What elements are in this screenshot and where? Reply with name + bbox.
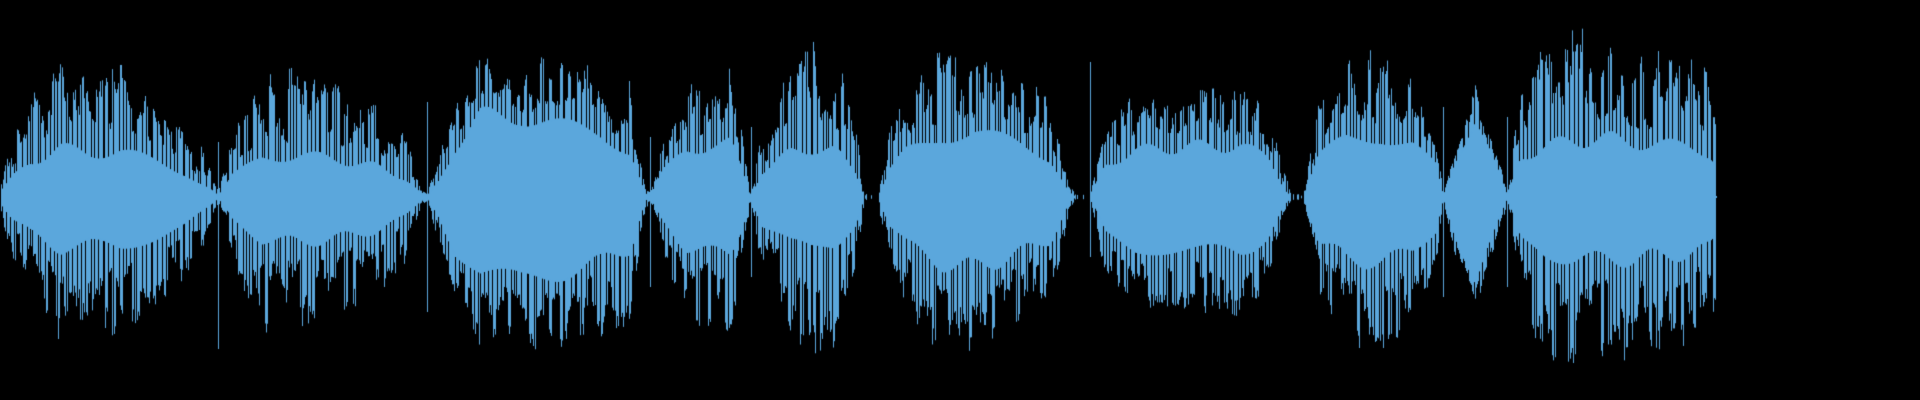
audio-waveform[interactable] (0, 0, 1920, 400)
waveform-track (0, 0, 1920, 400)
screen: { "app": { "background_color": "#000000"… (0, 0, 1920, 400)
